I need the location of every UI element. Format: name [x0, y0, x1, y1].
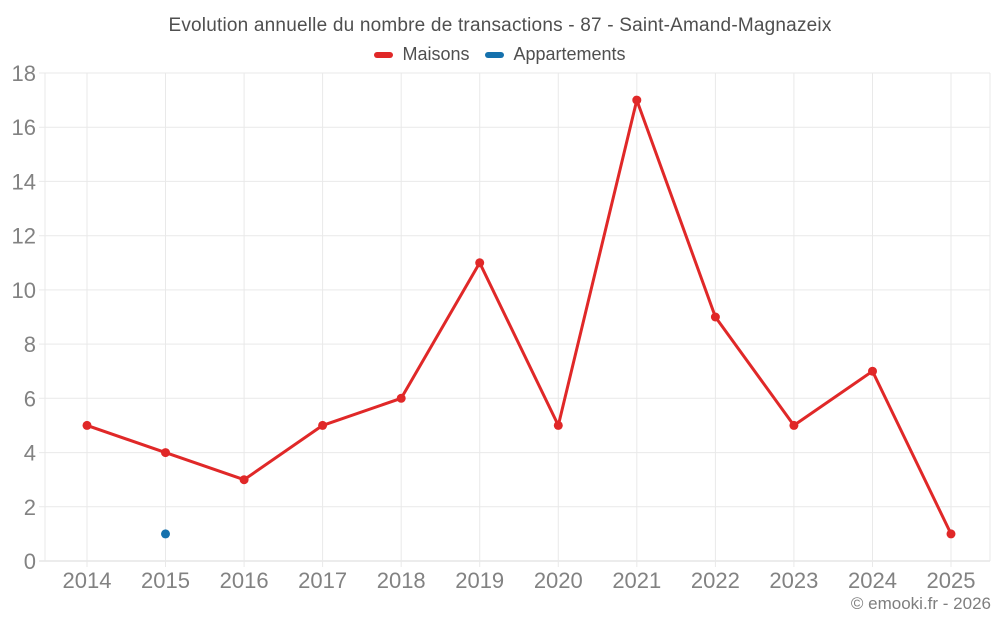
legend-label-appartements: Appartements: [513, 44, 626, 64]
y-axis-tick-label: 2: [24, 495, 36, 520]
maisons-point-2021[interactable]: [632, 95, 642, 105]
maisons-point-2023[interactable]: [789, 420, 799, 430]
x-axis-tick-label: 2024: [848, 568, 897, 593]
legend-item-appartements[interactable]: Appartements: [485, 44, 626, 65]
y-axis-tick-label: 16: [12, 115, 36, 140]
y-axis-tick-label: 8: [24, 332, 36, 357]
chart-legend: Maisons Appartements: [0, 44, 1000, 65]
maisons-point-2022[interactable]: [710, 312, 720, 322]
maisons-point-2015[interactable]: [161, 448, 170, 458]
maisons-series-swatch-icon: [374, 51, 394, 58]
maisons-line: [85, 98, 953, 536]
maisons-point-2019[interactable]: [475, 258, 485, 268]
x-axis-tick-label: 2023: [769, 568, 818, 593]
y-axis-tick-label: 10: [12, 278, 36, 303]
x-axis-tick-label: 2022: [691, 568, 740, 593]
copyright-footer: © emooki.fr - 2026: [850, 594, 991, 613]
x-axis-tick-label: 2014: [63, 568, 112, 593]
maisons-point-2025[interactable]: [946, 529, 956, 539]
maisons-point-2020[interactable]: [553, 420, 563, 430]
x-axis-tick-label: 2017: [298, 568, 347, 593]
appartements-point-2015[interactable]: [161, 529, 170, 539]
y-axis-tick-label: 12: [12, 224, 36, 249]
y-axis-tick-label: 0: [24, 549, 36, 574]
x-axis-tick-label: 2021: [612, 568, 661, 593]
y-axis-tick-label: 14: [12, 169, 36, 194]
x-axis-tick-label: 2020: [534, 568, 583, 593]
x-axis-tick-label: 2015: [141, 568, 190, 593]
y-axis-tick-label: 4: [24, 441, 36, 466]
maisons-point-2016[interactable]: [239, 475, 249, 485]
x-axis-tick-label: 2019: [455, 568, 504, 593]
maisons-point-2018[interactable]: [396, 393, 406, 403]
chart-title: Evolution annuelle du nombre de transact…: [168, 15, 832, 36]
appartements-series-swatch-icon: [485, 51, 505, 58]
maisons-point-2024[interactable]: [868, 366, 877, 376]
legend-label-maisons: Maisons: [402, 44, 470, 64]
x-axis-tick-label: 2018: [377, 568, 426, 593]
y-axis-tick-label: 6: [24, 386, 36, 411]
x-axis-tick-label: 2016: [220, 568, 269, 593]
y-axis-tick-label: 18: [12, 61, 36, 86]
legend-item-maisons[interactable]: Maisons: [374, 44, 469, 65]
maisons-point-2014[interactable]: [82, 420, 92, 430]
x-axis-tick-label: 2025: [927, 568, 976, 593]
maisons-point-2017[interactable]: [318, 420, 328, 430]
